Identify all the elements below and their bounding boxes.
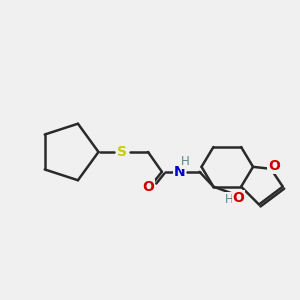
- Text: S: S: [117, 145, 127, 159]
- Text: H: H: [225, 193, 234, 206]
- Text: O: O: [268, 159, 280, 173]
- Text: N: N: [174, 165, 185, 179]
- Text: O: O: [232, 190, 244, 205]
- Text: H: H: [181, 155, 190, 168]
- Text: O: O: [142, 180, 154, 194]
